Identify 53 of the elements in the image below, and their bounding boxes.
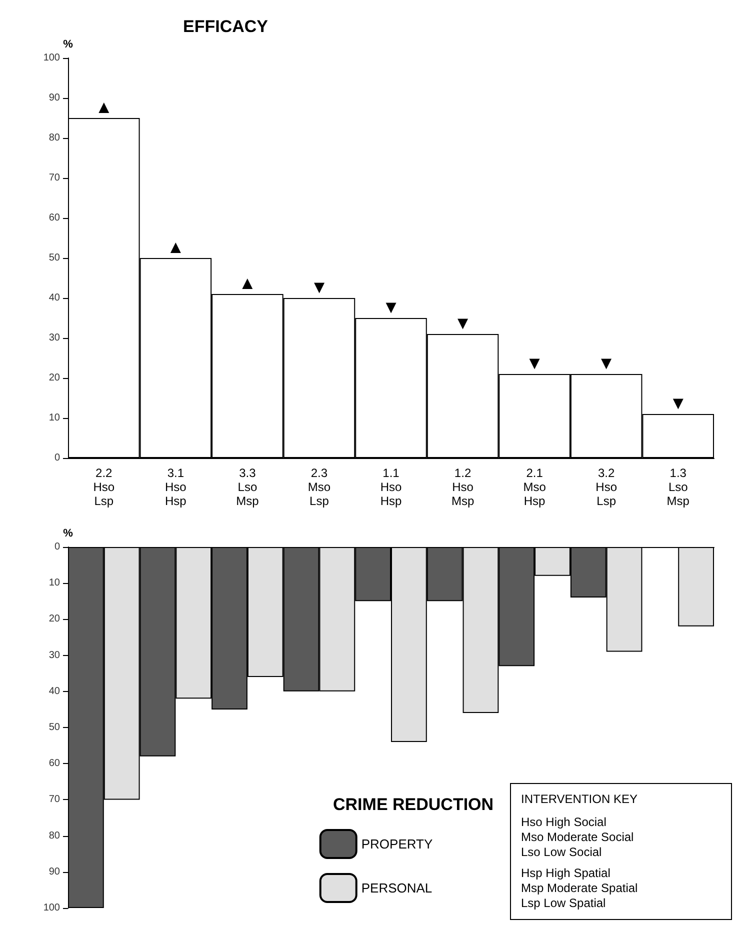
annotation: Hso High Social (521, 815, 608, 830)
annotation: Hsp High Spatial (521, 866, 612, 881)
y-tick-label: 10 (48, 412, 60, 424)
y-tick-label: 40 (48, 686, 60, 697)
x-tick-label: 3.3 Lso Msp (236, 466, 260, 508)
y-tick-label: 50 (48, 722, 60, 733)
x-tick-label: 2.3 Mso Lsp (308, 466, 331, 508)
y-tick-label: 70 (48, 794, 60, 806)
y-tick-label: 90 (48, 92, 60, 104)
annotation: ▼ (597, 353, 616, 373)
annotation: Msp Moderate Spatial (521, 881, 639, 896)
legend-label: PERSONAL (361, 880, 432, 896)
x-tick-label: 3.2 Hso Lsp (596, 466, 618, 508)
annotation: ▲ (238, 273, 256, 293)
y-tick-label: 70 (48, 172, 60, 184)
y-tick-label: 0 (54, 452, 60, 464)
annotation: ▼ (454, 313, 472, 333)
y-tick-label: 60 (48, 758, 60, 770)
x-tick-label: 1.3 Lso Msp (666, 466, 690, 508)
annotation: Lso Low Social (521, 845, 603, 860)
y-tick-label: 20 (48, 614, 60, 625)
y-axis-title: % (63, 38, 74, 50)
y-tick-label: 90 (48, 866, 60, 878)
y-tick-label: 40 (48, 292, 60, 304)
x-tick-label: 3.1 Hso Hsp (164, 466, 187, 508)
text: INTERVENTION KEY (521, 792, 638, 807)
x-tick-label: 2.1 Mso Hsp (523, 466, 546, 508)
y-tick-label: 10 (48, 578, 60, 589)
y-tick-label: 30 (48, 650, 60, 661)
annotation: ▲ (166, 237, 185, 257)
y-axis-title: % (63, 528, 74, 540)
x-tick-label: 2.2 Hso Lsp (93, 466, 115, 508)
y-tick-label: 50 (48, 252, 60, 264)
y-tick-label: 30 (48, 332, 60, 344)
annotation: ▲ (94, 97, 113, 117)
annotation: ▼ (526, 353, 544, 373)
annotation: ▼ (310, 277, 328, 297)
y-tick-label: 100 (43, 52, 60, 64)
legend-label: PROPERTY (361, 836, 433, 852)
y-tick-label: 20 (48, 372, 60, 384)
annotation: ▼ (669, 393, 688, 413)
annotation: Mso Moderate Social (521, 830, 635, 845)
y-tick-label: 100 (43, 902, 60, 914)
y-tick-label: 80 (48, 132, 60, 144)
x-tick-label: 1.1 Hso Hsp (380, 466, 402, 508)
x-tick-label: 1.2 Hso Msp (451, 466, 474, 508)
annotation: Lsp Low Spatial (521, 896, 607, 911)
chart-title: EFFICACY (183, 17, 269, 36)
y-tick-label: 80 (48, 830, 60, 842)
annotation: ▼ (382, 297, 400, 317)
y-tick-label: 60 (48, 212, 60, 224)
y-tick-label: 0 (54, 542, 60, 552)
text: CRIME REDUCTION (333, 795, 494, 814)
